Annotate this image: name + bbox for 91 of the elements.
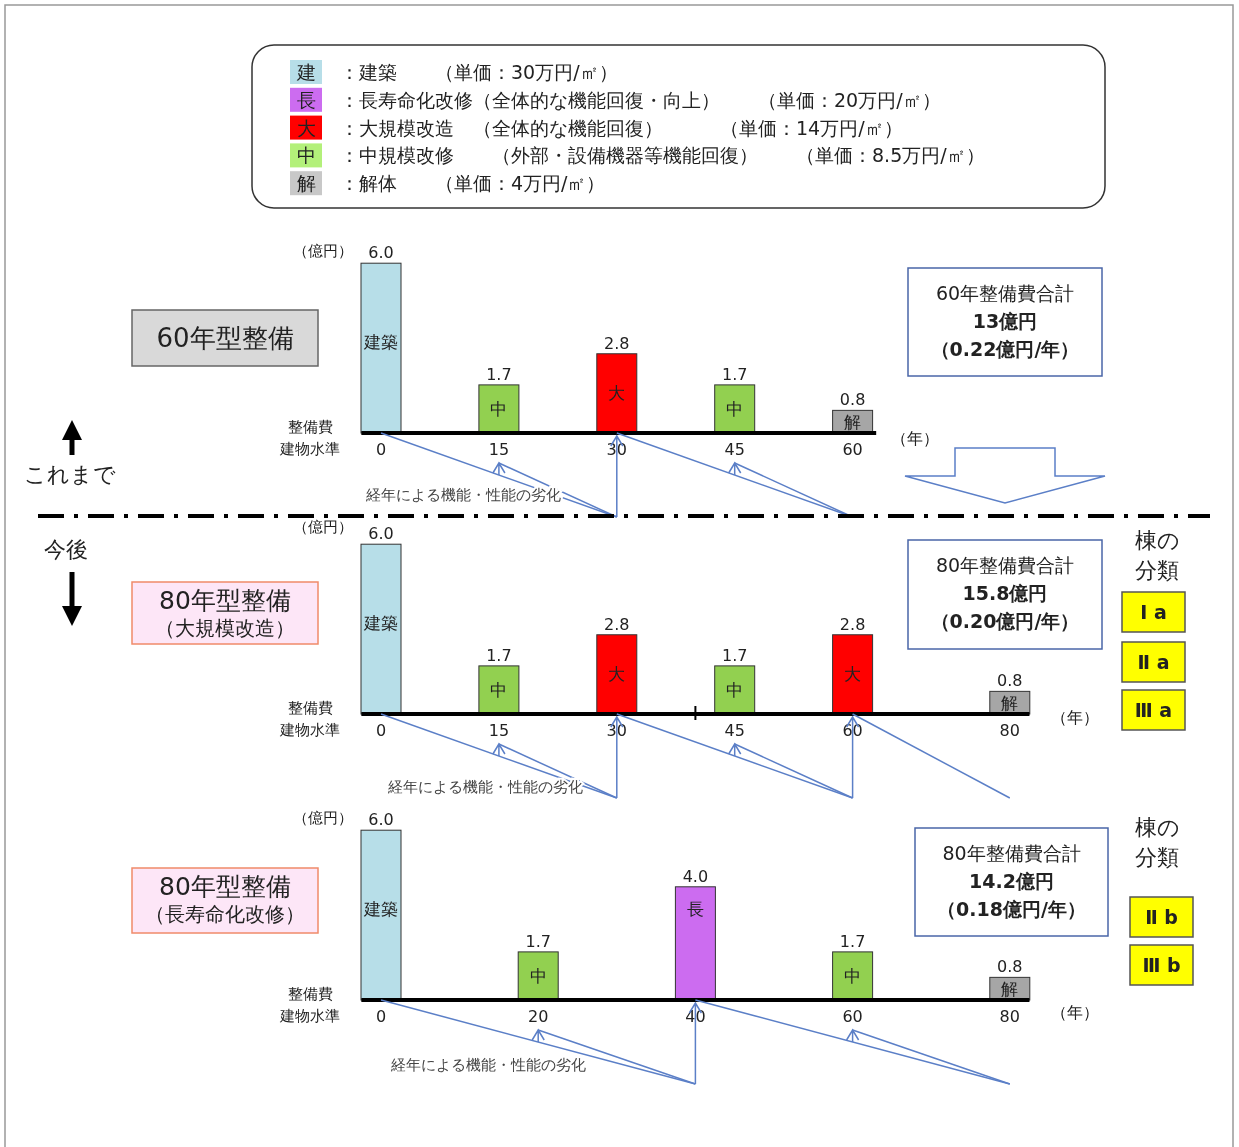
text: 建物水準 [279,721,340,739]
text: 80年型整備 [159,586,291,615]
text: 経年による機能・性能の劣化 [389,1056,586,1074]
annotation: 中 [490,398,508,419]
text: 80年型整備 [159,872,291,901]
annotation: 解 [1001,692,1019,713]
data-label: 0.8 [997,671,1023,691]
annotation: （0.18億円/年） [937,898,1086,920]
text: これまで [24,462,116,487]
data-label: 1.7 [525,931,551,951]
annotation: 大 [844,664,862,685]
text: （0.22億円/年） [930,338,1080,360]
data-label: 6.0 [368,524,394,544]
text: 60年整備費合計 [935,282,1075,304]
annotation: 15.8億円 [962,582,1048,604]
data-label: 1.7 [486,364,512,384]
text: 整備費 [287,985,333,1003]
x-tick-label: 80 [999,1007,1020,1026]
text: Ⅲ b [1142,954,1181,976]
data-label: 1.7 [721,645,748,665]
data-label: 2.8 [839,614,866,634]
y-axis-title: （億円） [293,809,353,827]
annotation: 中 [726,679,744,700]
data-label: 2.8 [604,614,630,634]
annotation: 中 [529,965,547,986]
x-axis-title: （年） [1051,708,1099,727]
x-axis-title: （年） [1051,1003,1099,1022]
text: ：解体 （単価：4万円/㎡） [340,172,606,195]
annotation: 建築 [363,613,398,634]
x-tick-label: 45 [724,721,745,740]
annotation: 大 [608,383,626,404]
category-label: 建 [295,61,316,83]
data-label: 2.8 [604,333,630,353]
y-axis-title: （億円） [293,518,353,536]
data-label: 1.7 [839,931,866,951]
text: 13億円 [972,310,1038,332]
annotation: 解 [1001,978,1019,999]
category-label: 中 [296,144,316,167]
data-label: 1.7 [486,645,512,665]
text: 棟の分類 [1134,815,1180,870]
text: （大規模改造） [155,616,295,640]
annotation: 80年整備費合計 [935,554,1075,576]
annotation: 中 [844,965,862,986]
text: 整備費 [287,418,333,436]
text: Ⅰ a [1140,601,1167,623]
data-label: 0.8 [839,390,866,410]
annotation: 長 [686,899,704,920]
data-label: 0.8 [997,957,1023,977]
text: 建物水準 [279,1007,340,1025]
data-label: 1.7 [721,364,748,384]
annotation: 中 [726,398,744,419]
category-label: 解 [296,172,316,195]
data-label: 4.0 [682,866,709,886]
text: ：長寿命化改修（全体的な機能回復・向上） （単価：20万円/㎡） [340,88,941,111]
text: ：大規模改造 （全体的な機能回復） （単価：14万円/㎡） [340,116,903,139]
annotation: 大 [608,664,626,685]
x-tick-label: 0 [375,1007,387,1026]
x-tick-label: 15 [488,440,510,459]
x-tick-label: 60 [842,440,863,459]
text: 60年型整備 [156,323,294,353]
text: 整備費 [287,699,333,717]
annotation: 14.2億円 [969,870,1054,892]
annotation: 建築 [363,899,398,920]
text: （長寿命化改修） [145,902,305,926]
x-tick-label: 60 [842,1007,863,1026]
data-label: 6.0 [368,810,394,830]
text: 棟の分類 [1134,528,1180,583]
x-tick-label: 0 [375,721,387,740]
text: Ⅱ b [1145,906,1178,928]
annotation: 解 [844,411,862,432]
x-tick-label: 15 [488,721,510,740]
text: 経年による機能・性能の劣化 [386,778,583,796]
x-tick-label: 45 [724,440,745,459]
annotation: 建築 [363,332,398,353]
x-tick-label: 0 [375,440,387,459]
annotation: 中 [490,679,508,700]
text: Ⅲ a [1134,699,1173,721]
data-label: 6.0 [368,243,394,263]
text: ：建築 （単価：30万円/㎡） [340,61,618,83]
category-label: 大 [296,116,316,139]
text: 建物水準 [279,440,340,458]
y-axis-title: （億円） [293,242,353,260]
text: 今後 [44,537,88,562]
text: ：中規模改修 （外部・設備機器等機能回復） （単価：8.5万円/㎡） [340,144,985,167]
text: Ⅱ a [1137,651,1170,673]
x-tick-label: 20 [528,1007,549,1026]
x-axis-title: （年） [891,429,939,448]
category-label: 長 [296,88,316,111]
annotation: 80年整備費合計 [942,842,1081,864]
annotation: （0.20億円/年） [930,610,1080,632]
x-tick-label: 80 [999,721,1020,740]
